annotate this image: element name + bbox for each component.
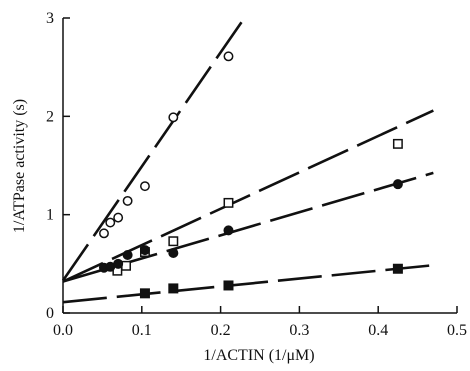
data-point-open-square	[168, 236, 179, 247]
fit-line-filled-square	[62, 263, 434, 304]
data-point-filled-circle	[122, 249, 133, 260]
x-tick-label: 0.4	[368, 322, 388, 339]
x-tick-label: 0.1	[132, 322, 152, 339]
data-point-filled-square	[223, 280, 234, 291]
data-point-filled-square	[139, 288, 150, 299]
data-point-open-square	[121, 260, 131, 271]
data-point-filled-circle	[168, 248, 179, 259]
x-tick-label: 0.3	[289, 322, 309, 339]
data-point-open-circle	[223, 51, 234, 62]
data-point-open-square	[223, 197, 234, 208]
data-point-filled-circle	[223, 225, 234, 236]
markers	[98, 51, 403, 299]
axes	[62, 18, 457, 314]
y-tick-label: 1	[46, 207, 54, 224]
x-tick-label: 0.2	[211, 322, 231, 339]
x-tick-label: 0.5	[447, 322, 467, 339]
y-tick-label: 2	[46, 108, 54, 125]
data-point-open-circle	[168, 112, 179, 123]
data-point-open-circle	[105, 217, 116, 228]
ticks: 0.0 0.1 0.2 0.3 0.4 0.5 0 1 2 3	[46, 10, 467, 339]
data-point-open-circle	[99, 228, 109, 239]
x-tick-label: 0.0	[53, 322, 73, 339]
data-point-filled-circle	[392, 179, 403, 190]
y-tick-label: 0	[46, 305, 54, 322]
data-point-open-circle	[113, 212, 124, 223]
x-axis-title: 1/ACTIN (1/μM)	[203, 347, 314, 364]
data-point-open-square	[392, 138, 403, 149]
data-point-filled-square	[392, 263, 403, 274]
data-point-filled-square	[168, 283, 179, 294]
y-tick-label: 3	[46, 10, 54, 27]
y-axis-title: 1/ATPase activity (s)	[11, 99, 28, 233]
fit-line-open-square	[62, 109, 434, 283]
data-point-filled-circle	[113, 258, 124, 269]
fit-line-open-circle	[61, 17, 246, 282]
data-point-open-circle	[122, 195, 133, 206]
data-point-open-circle	[140, 181, 150, 192]
data-point-filled-circle	[139, 245, 150, 256]
